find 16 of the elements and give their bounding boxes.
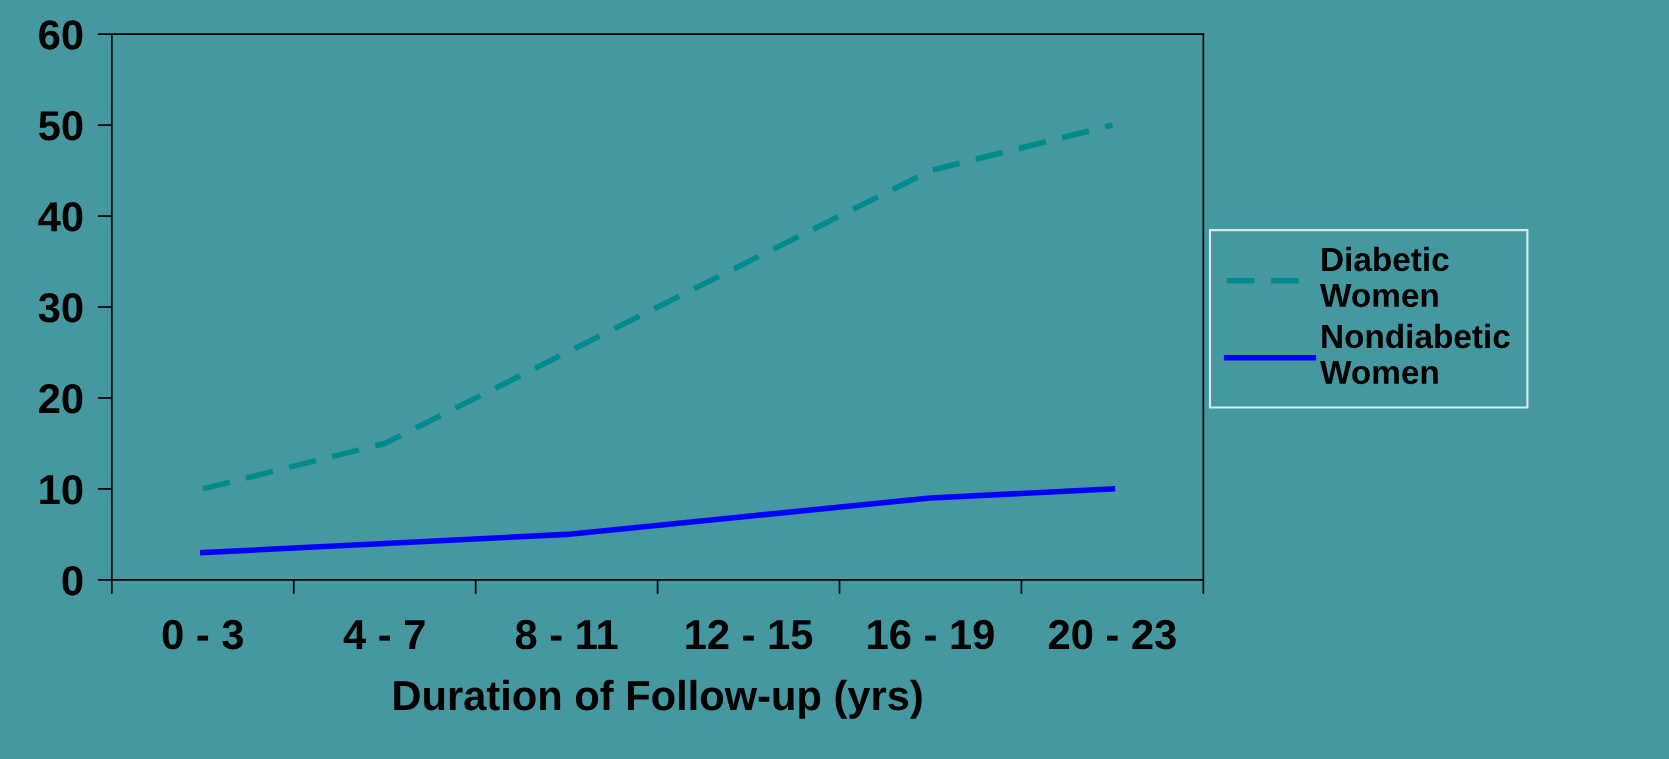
- y-tick-label: 20: [39, 383, 83, 414]
- y-tick-label: 10: [40, 474, 83, 505]
- x-tick-label: 8 - 11: [515, 619, 618, 650]
- y-tick-label: 60: [39, 20, 83, 50]
- x-tick-label: 12 - 15: [686, 619, 813, 650]
- legend-label: Nondiabetic Women: [1320, 323, 1510, 385]
- x-tick-label: 0 - 3: [162, 619, 243, 650]
- y-tick-label: 30: [38, 293, 83, 323]
- y-tick-label: 50: [38, 111, 83, 141]
- x-axis-title: Duration of Follow-up (yrs): [394, 679, 922, 719]
- legend-label: Diabetic Women: [1320, 246, 1449, 308]
- y-tick-label: 40: [38, 202, 83, 232]
- x-tick-label: 16 - 19: [868, 619, 994, 650]
- x-tick-label: 4 - 7: [343, 620, 425, 649]
- y-tick-label: 0: [62, 565, 83, 596]
- x-tick-label: 20 - 23: [1048, 619, 1176, 650]
